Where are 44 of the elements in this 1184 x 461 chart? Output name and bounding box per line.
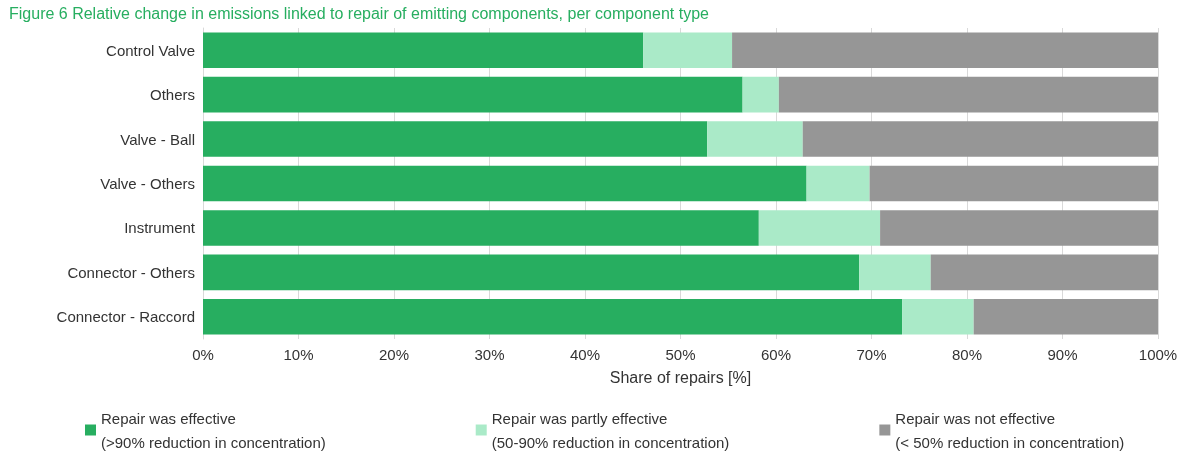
bar xyxy=(930,254,1158,291)
bar xyxy=(802,121,1158,157)
y-tick-label: Others xyxy=(149,86,195,104)
x-tick-label: 10% xyxy=(283,346,314,363)
bar xyxy=(880,210,1158,246)
bar xyxy=(203,32,644,68)
bar xyxy=(203,165,807,202)
x-tick-label: 50% xyxy=(665,346,696,363)
y-tick-label: Valve - Ball xyxy=(120,130,195,148)
bar xyxy=(203,254,860,291)
bar xyxy=(869,165,1158,202)
bar xyxy=(203,299,903,335)
x-axis-title: Share of repairs [%] xyxy=(609,368,752,386)
y-tick-label: Valve - Others xyxy=(100,175,195,192)
legend-label: Repair was partly effective (50-90% reduction in concentration) xyxy=(491,409,730,451)
x-tick-label: 20% xyxy=(378,346,410,363)
legend-label: Repair was effective (>90% reduction in concentration) xyxy=(101,409,326,451)
x-tick-label: 80% xyxy=(951,346,983,363)
bar xyxy=(203,76,743,113)
bar xyxy=(203,121,708,157)
x-tick-label: 70% xyxy=(856,346,887,363)
bar xyxy=(732,32,1158,68)
y-tick-label: Connector - Raccord xyxy=(56,308,195,326)
bar xyxy=(859,254,931,291)
bar xyxy=(806,165,870,202)
bar xyxy=(742,76,779,113)
bar xyxy=(902,299,974,335)
bar xyxy=(643,32,733,68)
x-tick-label: 90% xyxy=(1047,346,1078,363)
bar xyxy=(707,121,803,157)
bar xyxy=(973,299,1158,335)
x-tick-label: 30% xyxy=(474,346,505,363)
y-tick-label: Connector - Others xyxy=(67,263,195,281)
chart-title: Figure 6 Relative change in emissions linked to repair of emitting components, per component type xyxy=(9,4,710,22)
bar xyxy=(758,210,881,246)
y-tick-label: Instrument xyxy=(124,219,196,237)
x-tick-label: 0% xyxy=(192,346,214,363)
bar xyxy=(203,210,759,246)
legend-label: Repair was not effective (< 50% reduction in concentration) xyxy=(895,409,1125,451)
bar xyxy=(778,76,1158,113)
x-tick-label: 60% xyxy=(760,346,792,363)
y-tick-label: Control Valve xyxy=(106,41,195,59)
x-tick-label: 40% xyxy=(569,346,601,363)
x-tick-label: 100% xyxy=(1138,346,1178,363)
